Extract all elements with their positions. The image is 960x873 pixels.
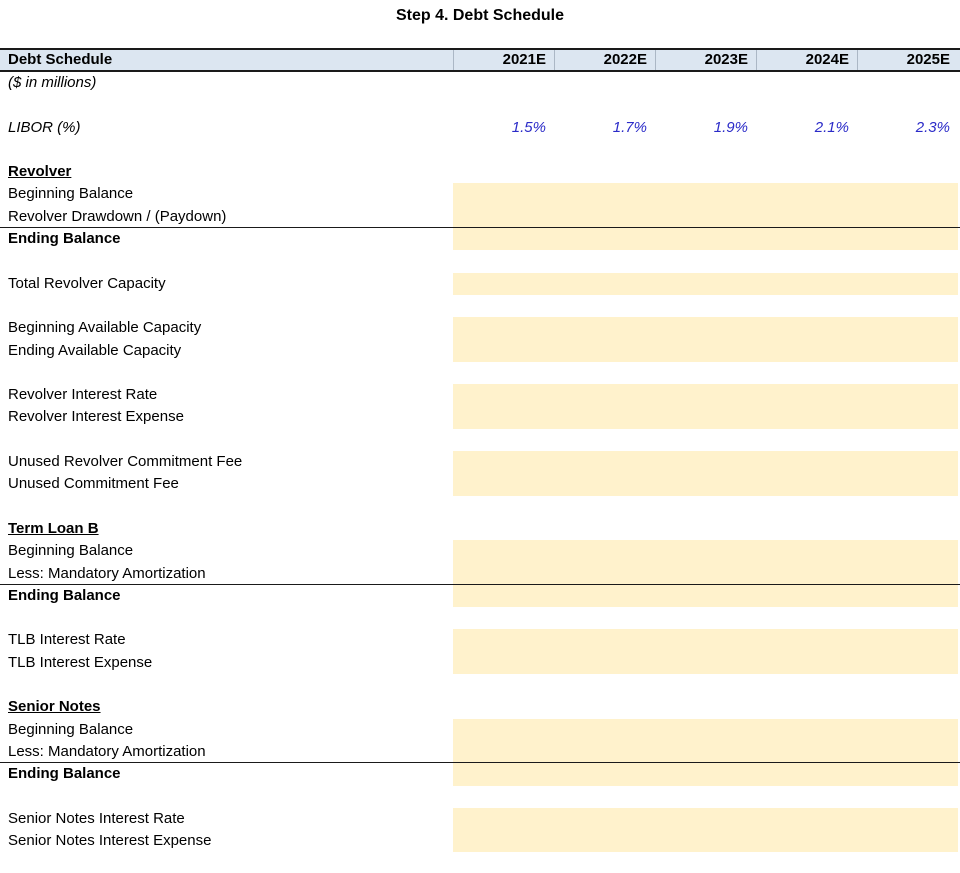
section-heading-term-loan-b: Term Loan B [8, 519, 99, 537]
libor-label: LIBOR (%) [8, 118, 81, 136]
libor-value-2022e[interactable]: 1.7% [612, 118, 647, 136]
input-cells-tlb-interest-rate[interactable] [453, 629, 958, 652]
row-label: Ending Balance [8, 230, 121, 248]
blank-row [0, 139, 960, 161]
blank-row [0, 295, 960, 317]
col-header-2023e: 2023E [655, 50, 756, 70]
row-label: Unused Revolver Commitment Fee [8, 453, 243, 471]
row-label: Total Revolver Capacity [8, 274, 166, 292]
blank-row [0, 94, 960, 116]
input-cells-senior-notes-interest-expense[interactable] [453, 830, 958, 853]
blank-row [0, 496, 960, 518]
row-label: Beginning Available Capacity [8, 319, 202, 337]
table-header-title: Debt Schedule [8, 51, 113, 68]
libor-value-2024e[interactable]: 2.1% [814, 118, 849, 136]
row-label: Ending Available Capacity [8, 341, 182, 359]
input-cells-revolver-interest-rate[interactable] [453, 384, 958, 407]
row-label: Less: Mandatory Amortization [8, 742, 206, 760]
input-cells-ending-available-capacity[interactable] [453, 339, 958, 362]
blank-row [0, 786, 960, 808]
blank-row [0, 250, 960, 272]
table-header-row: Debt Schedule 2021E 2022E 2023E 2024E 20… [0, 48, 960, 72]
row-label: Ending Balance [8, 586, 121, 604]
blank-row [0, 362, 960, 384]
col-header-2021e: 2021E [453, 50, 554, 70]
input-cells-tlb-beginning-balance[interactable] [453, 540, 958, 563]
input-cells-revolver-beginning-balance[interactable] [453, 183, 958, 206]
input-cells-revolver-interest-expense[interactable] [453, 406, 958, 429]
libor-value-2025e[interactable]: 2.3% [915, 118, 950, 136]
section-heading-revolver: Revolver [8, 163, 72, 181]
row-label: Beginning Balance [8, 542, 134, 560]
input-cells-tlb-mandatory-amortization[interactable] [453, 562, 958, 584]
row-label: Less: Mandatory Amortization [8, 564, 206, 582]
section-heading-senior-notes: Senior Notes [8, 698, 101, 716]
blank-row [0, 607, 960, 629]
libor-value-2021e[interactable]: 1.5% [511, 118, 546, 136]
input-cells-revolver-ending-balance[interactable] [453, 228, 958, 251]
row-label: TLB Interest Expense [8, 653, 153, 671]
row-label: Senior Notes Interest Rate [8, 809, 185, 827]
input-cells-tlb-ending-balance[interactable] [453, 584, 958, 608]
input-cells-senior-notes-interest-rate[interactable] [453, 807, 958, 831]
row-label: Revolver Drawdown / (Paydown) [8, 207, 227, 225]
libor-row: LIBOR (%) 1.5% 1.7% 1.9% 2.1% 2.3% [0, 117, 960, 139]
libor-value-2023e[interactable]: 1.9% [713, 118, 748, 136]
input-cells-unused-commitment-fee[interactable] [453, 473, 958, 496]
page-title: Step 4. Debt Schedule [395, 7, 565, 24]
col-header-2024e: 2024E [756, 50, 857, 70]
row-label: TLB Interest Rate [8, 631, 126, 649]
row-label: Revolver Interest Expense [8, 408, 184, 426]
row-label: Ending Balance [8, 765, 121, 783]
row-label: Senior Notes Interest Expense [8, 832, 212, 850]
input-cells-unused-revolver-commitment-fee[interactable] [453, 451, 958, 474]
col-header-2025e: 2025E [857, 50, 958, 70]
input-cells-tlb-interest-expense[interactable] [453, 651, 958, 675]
input-cells-senior-notes-mandatory-amortization[interactable] [453, 740, 958, 763]
blank-row [0, 674, 960, 696]
input-cells-total-revolver-capacity[interactable] [453, 272, 958, 295]
row-label: Beginning Balance [8, 720, 134, 738]
units-note: ($ in millions) [8, 74, 97, 91]
row-label: Revolver Interest Rate [8, 386, 158, 404]
col-header-2022e: 2022E [554, 50, 655, 70]
input-cells-revolver-drawdown-paydown[interactable] [453, 205, 958, 228]
input-cells-senior-notes-beginning-balance[interactable] [453, 718, 958, 741]
input-cells-beginning-available-capacity[interactable] [453, 317, 958, 340]
blank-row [0, 429, 960, 451]
row-label: Unused Commitment Fee [8, 475, 179, 493]
input-cells-senior-notes-ending-balance[interactable] [453, 763, 958, 786]
row-label: Beginning Balance [8, 185, 134, 203]
